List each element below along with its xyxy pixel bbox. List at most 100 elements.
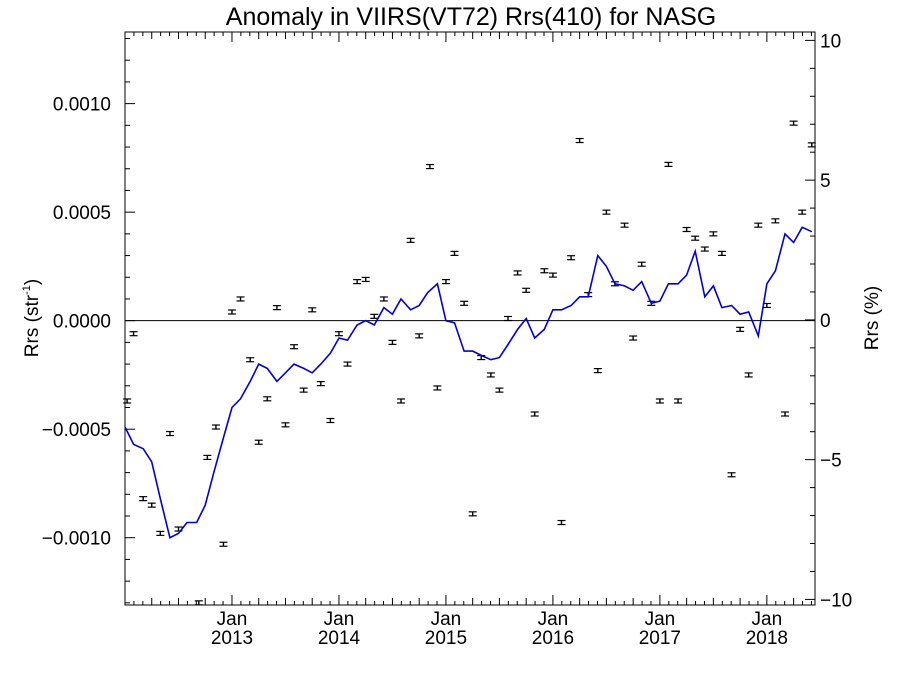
data-point xyxy=(203,454,212,461)
data-point xyxy=(629,335,638,341)
data-point xyxy=(406,237,415,243)
x-tick-year-label: 2017 xyxy=(639,628,681,649)
data-point xyxy=(425,163,434,170)
data-point xyxy=(227,309,236,315)
data-point xyxy=(807,142,816,148)
x-tick-month-label: Jan xyxy=(645,609,676,630)
data-point xyxy=(717,250,726,256)
data-point xyxy=(789,120,798,126)
data-point xyxy=(727,472,736,478)
data-point xyxy=(326,417,335,424)
data-point xyxy=(370,313,379,319)
x-tick-year-label: 2015 xyxy=(425,628,467,649)
data-point xyxy=(450,250,459,256)
x-tick-year-label: 2018 xyxy=(746,628,788,649)
left-tick-label: −0.0005 xyxy=(42,420,111,441)
data-point xyxy=(754,222,763,228)
data-point xyxy=(246,357,255,363)
x-tick-month-label: Jan xyxy=(217,609,248,630)
data-point xyxy=(272,305,281,311)
data-point xyxy=(147,502,156,508)
data-point xyxy=(165,430,174,437)
data-point xyxy=(771,218,780,224)
x-tick-month-label: Jan xyxy=(431,609,462,630)
plot-frame xyxy=(124,31,816,606)
anomaly-trend-line xyxy=(124,226,813,539)
chart-title: Anomaly in VIIRS(VT72) Rrs(410) for NASG xyxy=(226,3,716,31)
data-point xyxy=(530,411,539,417)
right-tick-label: −10 xyxy=(820,590,852,611)
left-tick-label: −0.0010 xyxy=(42,529,111,550)
right-tick-label: 5 xyxy=(820,171,831,192)
data-point xyxy=(682,226,691,233)
data-point xyxy=(744,372,753,378)
data-point xyxy=(637,261,646,267)
data-point xyxy=(211,424,220,430)
data-point xyxy=(602,209,611,215)
right-tick-label: 10 xyxy=(820,31,841,52)
data-point xyxy=(781,411,790,417)
right-axis-label: Rrs (%) xyxy=(862,286,883,350)
data-point xyxy=(129,331,138,337)
left-axis: 0.0010 0.0005 0.0000 −0.0005 −0.0010 xyxy=(42,38,135,604)
x-tick-month-label: Jan xyxy=(752,609,783,630)
x-tick-month-label: Jan xyxy=(538,609,569,630)
data-point xyxy=(308,307,317,313)
data-point xyxy=(281,422,290,428)
right-tick-label: −5 xyxy=(820,451,842,472)
data-point xyxy=(468,511,477,517)
x-tick-month-label: Jan xyxy=(324,609,355,630)
data-point xyxy=(254,439,263,445)
data-point xyxy=(460,300,469,306)
data-point xyxy=(664,161,673,167)
data-point xyxy=(548,272,557,278)
data-point xyxy=(361,276,370,283)
x-tick-year-label: 2016 xyxy=(532,628,574,649)
data-point xyxy=(343,361,352,367)
data-point xyxy=(674,398,683,404)
data-point xyxy=(513,270,522,276)
data-point xyxy=(798,209,807,215)
data-point xyxy=(236,296,245,302)
data-point xyxy=(397,398,405,404)
data-point xyxy=(334,331,343,337)
x-tick-year-label: 2013 xyxy=(211,628,253,649)
plot-area: 0.0010 0.0005 0.0000 −0.0005 −0.0010 10 5 0 −5 −… xyxy=(42,31,852,649)
data-point xyxy=(736,326,745,332)
data-point xyxy=(522,287,531,293)
data-point xyxy=(503,315,512,322)
data-point xyxy=(486,372,495,378)
data-point xyxy=(540,268,549,274)
right-axis: 10 5 0 −5 −10 xyxy=(805,31,852,611)
data-point xyxy=(139,496,148,502)
data-point xyxy=(123,398,132,404)
data-point xyxy=(316,381,325,387)
data-point xyxy=(620,222,629,228)
data-point xyxy=(575,137,584,144)
right-tick-label: 0 xyxy=(820,311,831,332)
data-point xyxy=(299,387,308,393)
data-point xyxy=(593,367,602,374)
data-point xyxy=(219,541,228,547)
data-point xyxy=(263,396,272,402)
data-point xyxy=(557,519,566,526)
data-point xyxy=(495,387,504,393)
x-axis: Jan2013Jan2014Jan2015Jan2016Jan2017Jan20… xyxy=(133,32,812,649)
left-tick-label: 0.0000 xyxy=(53,312,111,333)
data-point xyxy=(290,344,299,350)
left-axis-label: Rrs (str-1) xyxy=(21,279,43,357)
data-point xyxy=(379,296,388,302)
data-point xyxy=(156,530,165,536)
left-axis-label-superscript: -1 xyxy=(21,285,33,295)
data-point xyxy=(194,600,203,606)
data-point xyxy=(353,279,362,285)
data-point xyxy=(441,279,450,285)
data-point xyxy=(655,398,664,404)
left-tick-label: 0.0005 xyxy=(53,203,111,224)
left-tick-label: 0.0010 xyxy=(53,95,111,116)
data-point xyxy=(388,339,397,345)
data-point xyxy=(567,255,576,261)
data-point xyxy=(709,231,718,237)
x-tick-year-label: 2014 xyxy=(318,628,361,649)
